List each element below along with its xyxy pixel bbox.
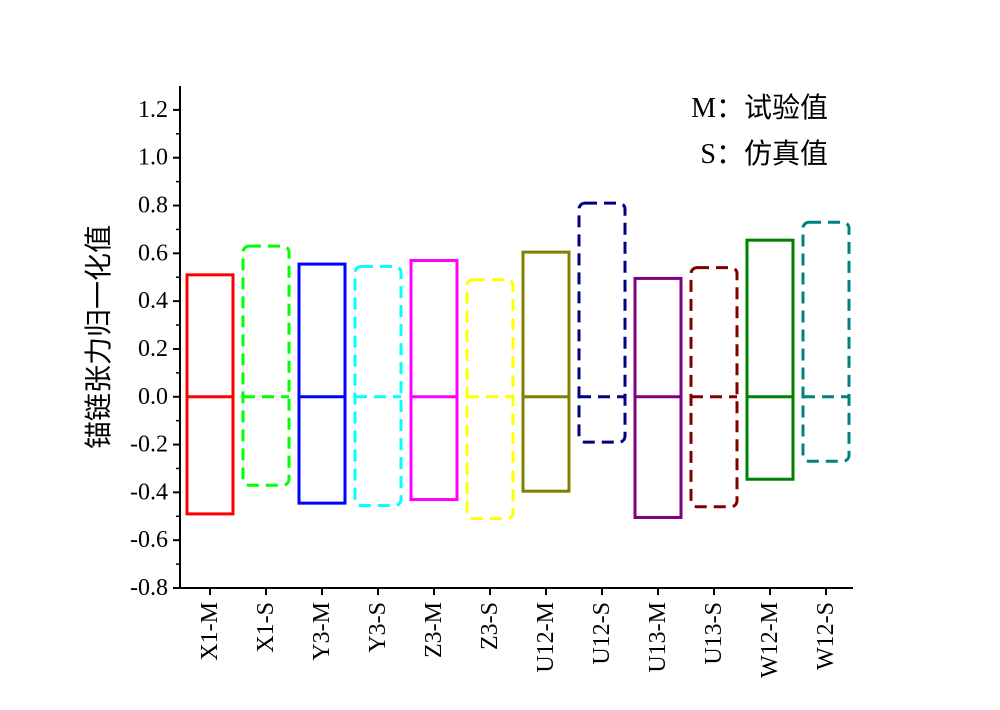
- box-rect: [409, 259, 459, 502]
- x-tick-label: U12-M: [533, 602, 559, 673]
- y-tick-label: 1.0: [138, 145, 168, 171]
- box-w12-s: [801, 220, 851, 463]
- box-z3-s: [465, 278, 515, 521]
- x-ticks: X1-M X1-S Y3-M Y3-S Z3-M Z3-S U12-M U12-S U13-M U…: [197, 588, 839, 678]
- annotation-measured: M：试验值: [691, 92, 828, 124]
- box-rect: [801, 220, 851, 463]
- y-tick-label: 0.0: [138, 384, 168, 410]
- y-tick-label: 1.2: [138, 97, 168, 123]
- box-u13-s: [689, 266, 739, 509]
- box-rect: [465, 278, 515, 521]
- y-tick-label: 0.4: [138, 288, 168, 314]
- x-tick-label: X1-S: [253, 602, 279, 653]
- x-tick-label: U13-M: [645, 602, 671, 673]
- box-z3-m: [409, 259, 459, 502]
- y-axis-label: 锚链张力归一化值: [82, 225, 115, 449]
- x-tick-label: U12-S: [589, 602, 615, 665]
- box-u12-m: [521, 250, 571, 493]
- box-w12-m: [745, 238, 795, 481]
- y-tick-label: 0.6: [138, 240, 168, 266]
- y-tick-label: -0.6: [130, 527, 168, 553]
- box-rect: [521, 250, 571, 493]
- box-x1-m: [185, 273, 235, 516]
- annotation-simulated: S：仿真值: [700, 138, 828, 170]
- x-tick-label: Y3-S: [365, 602, 391, 653]
- box-y3-s: [353, 264, 403, 508]
- box-rect: [241, 244, 291, 487]
- x-tick-label: U13-S: [701, 602, 727, 665]
- x-tick-label: W12-S: [813, 602, 839, 670]
- y-tick-label: -0.4: [130, 479, 168, 505]
- boxes-layer: [185, 201, 851, 521]
- x-tick-label: W12-M: [757, 602, 783, 678]
- box-rect: [689, 266, 739, 509]
- x-tick-label: Y3-M: [309, 602, 335, 661]
- box-u13-m: [633, 276, 683, 519]
- y-tick-label: 0.2: [138, 336, 168, 362]
- x-tick-label: Z3-S: [477, 602, 503, 650]
- axes-layer: [179, 86, 853, 589]
- x-tick-label: X1-M: [197, 602, 223, 661]
- y-tick-label: -0.2: [130, 432, 168, 458]
- box-rect: [297, 262, 347, 505]
- box-rect: [353, 264, 403, 508]
- box-u12-s: [577, 201, 627, 444]
- box-y3-m: [297, 262, 347, 505]
- box-rect: [745, 238, 795, 481]
- y-ticks: -0.8 -0.6 -0.4 -0.2 0.0 0.2 0.4 0.6 0.8 1.0 1.2: [130, 97, 180, 601]
- box-rect: [185, 273, 235, 516]
- box-x1-s: [241, 244, 291, 487]
- box-rect: [577, 201, 627, 444]
- y-tick-label: -0.8: [130, 575, 168, 601]
- y-tick-label: 0.8: [138, 193, 168, 219]
- x-tick-label: Z3-M: [421, 602, 447, 658]
